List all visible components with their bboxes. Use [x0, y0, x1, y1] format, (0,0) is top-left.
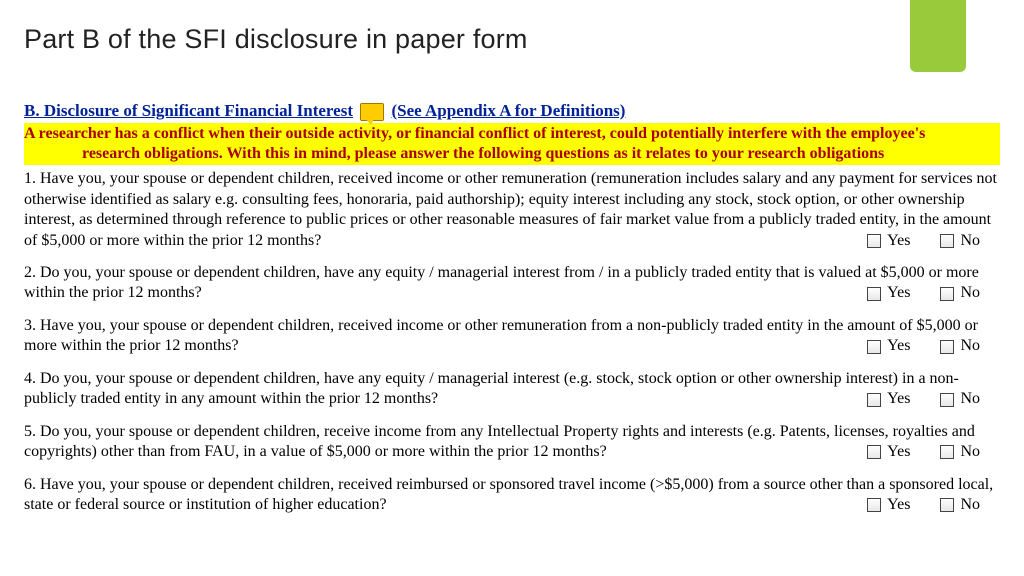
no-label: No [960, 442, 980, 462]
yes-no-row: Yes No [867, 283, 980, 303]
highlight-line1: A researcher has a conflict when their o… [24, 125, 925, 142]
question-text: 1. Have you, your spouse or dependent ch… [24, 169, 1000, 251]
question-6: 6. Have you, your spouse or dependent ch… [24, 475, 1000, 516]
yes-option[interactable]: Yes [867, 389, 910, 409]
section-heading: B. Disclosure of Significant Financial I… [24, 101, 1000, 121]
yes-label: Yes [887, 442, 910, 462]
checkbox-icon[interactable] [940, 498, 954, 512]
yes-option[interactable]: Yes [867, 442, 910, 462]
yes-no-row: Yes No [867, 336, 980, 356]
yes-no-row: Yes No [867, 442, 980, 462]
no-option[interactable]: No [940, 495, 980, 515]
no-label: No [960, 231, 980, 251]
question-4: 4. Do you, your spouse or dependent chil… [24, 369, 1000, 410]
no-option[interactable]: No [940, 231, 980, 251]
no-option[interactable]: No [940, 442, 980, 462]
heading-link-part2[interactable]: (See Appendix A for Definitions) [392, 101, 626, 120]
highlight-instruction: A researcher has a conflict when their o… [24, 123, 1000, 165]
question-text: 2. Do you, your spouse or dependent chil… [24, 263, 1000, 304]
question-text: 5. Do you, your spouse or dependent chil… [24, 422, 1000, 463]
yes-label: Yes [887, 495, 910, 515]
yes-option[interactable]: Yes [867, 495, 910, 515]
no-label: No [960, 283, 980, 303]
question-text: 6. Have you, your spouse or dependent ch… [24, 475, 1000, 516]
slide-title: Part B of the SFI disclosure in paper fo… [24, 24, 1000, 55]
no-label: No [960, 336, 980, 356]
question-1: 1. Have you, your spouse or dependent ch… [24, 169, 1000, 251]
yes-no-row: Yes No [867, 231, 980, 251]
checkbox-icon[interactable] [940, 393, 954, 407]
checkbox-icon[interactable] [940, 234, 954, 248]
checkbox-icon[interactable] [867, 234, 881, 248]
yes-option[interactable]: Yes [867, 283, 910, 303]
checkbox-icon[interactable] [867, 287, 881, 301]
yes-no-row: Yes No [867, 389, 980, 409]
checkbox-icon[interactable] [867, 393, 881, 407]
no-option[interactable]: No [940, 336, 980, 356]
checkbox-icon[interactable] [940, 445, 954, 459]
yes-no-row: Yes No [867, 495, 980, 515]
question-2: 2. Do you, your spouse or dependent chil… [24, 263, 1000, 304]
question-5: 5. Do you, your spouse or dependent chil… [24, 422, 1000, 463]
question-text: 4. Do you, your spouse or dependent chil… [24, 369, 1000, 410]
checkbox-icon[interactable] [867, 498, 881, 512]
comment-icon[interactable] [360, 103, 384, 121]
checkbox-icon[interactable] [867, 445, 881, 459]
slide-page: Part B of the SFI disclosure in paper fo… [0, 0, 1024, 576]
no-label: No [960, 495, 980, 515]
no-label: No [960, 389, 980, 409]
question-3: 3. Have you, your spouse or dependent ch… [24, 316, 1000, 357]
highlight-line2: research obligations. With this in mind,… [24, 144, 1000, 164]
yes-label: Yes [887, 389, 910, 409]
no-option[interactable]: No [940, 283, 980, 303]
accent-tab [910, 0, 966, 72]
checkbox-icon[interactable] [940, 340, 954, 354]
no-option[interactable]: No [940, 389, 980, 409]
questions-block: 1. Have you, your spouse or dependent ch… [24, 169, 1000, 516]
yes-option[interactable]: Yes [867, 336, 910, 356]
question-text: 3. Have you, your spouse or dependent ch… [24, 316, 1000, 357]
yes-label: Yes [887, 231, 910, 251]
checkbox-icon[interactable] [867, 340, 881, 354]
heading-link-part1[interactable]: B. Disclosure of Significant Financial I… [24, 101, 353, 120]
checkbox-icon[interactable] [940, 287, 954, 301]
yes-option[interactable]: Yes [867, 231, 910, 251]
yes-label: Yes [887, 336, 910, 356]
yes-label: Yes [887, 283, 910, 303]
